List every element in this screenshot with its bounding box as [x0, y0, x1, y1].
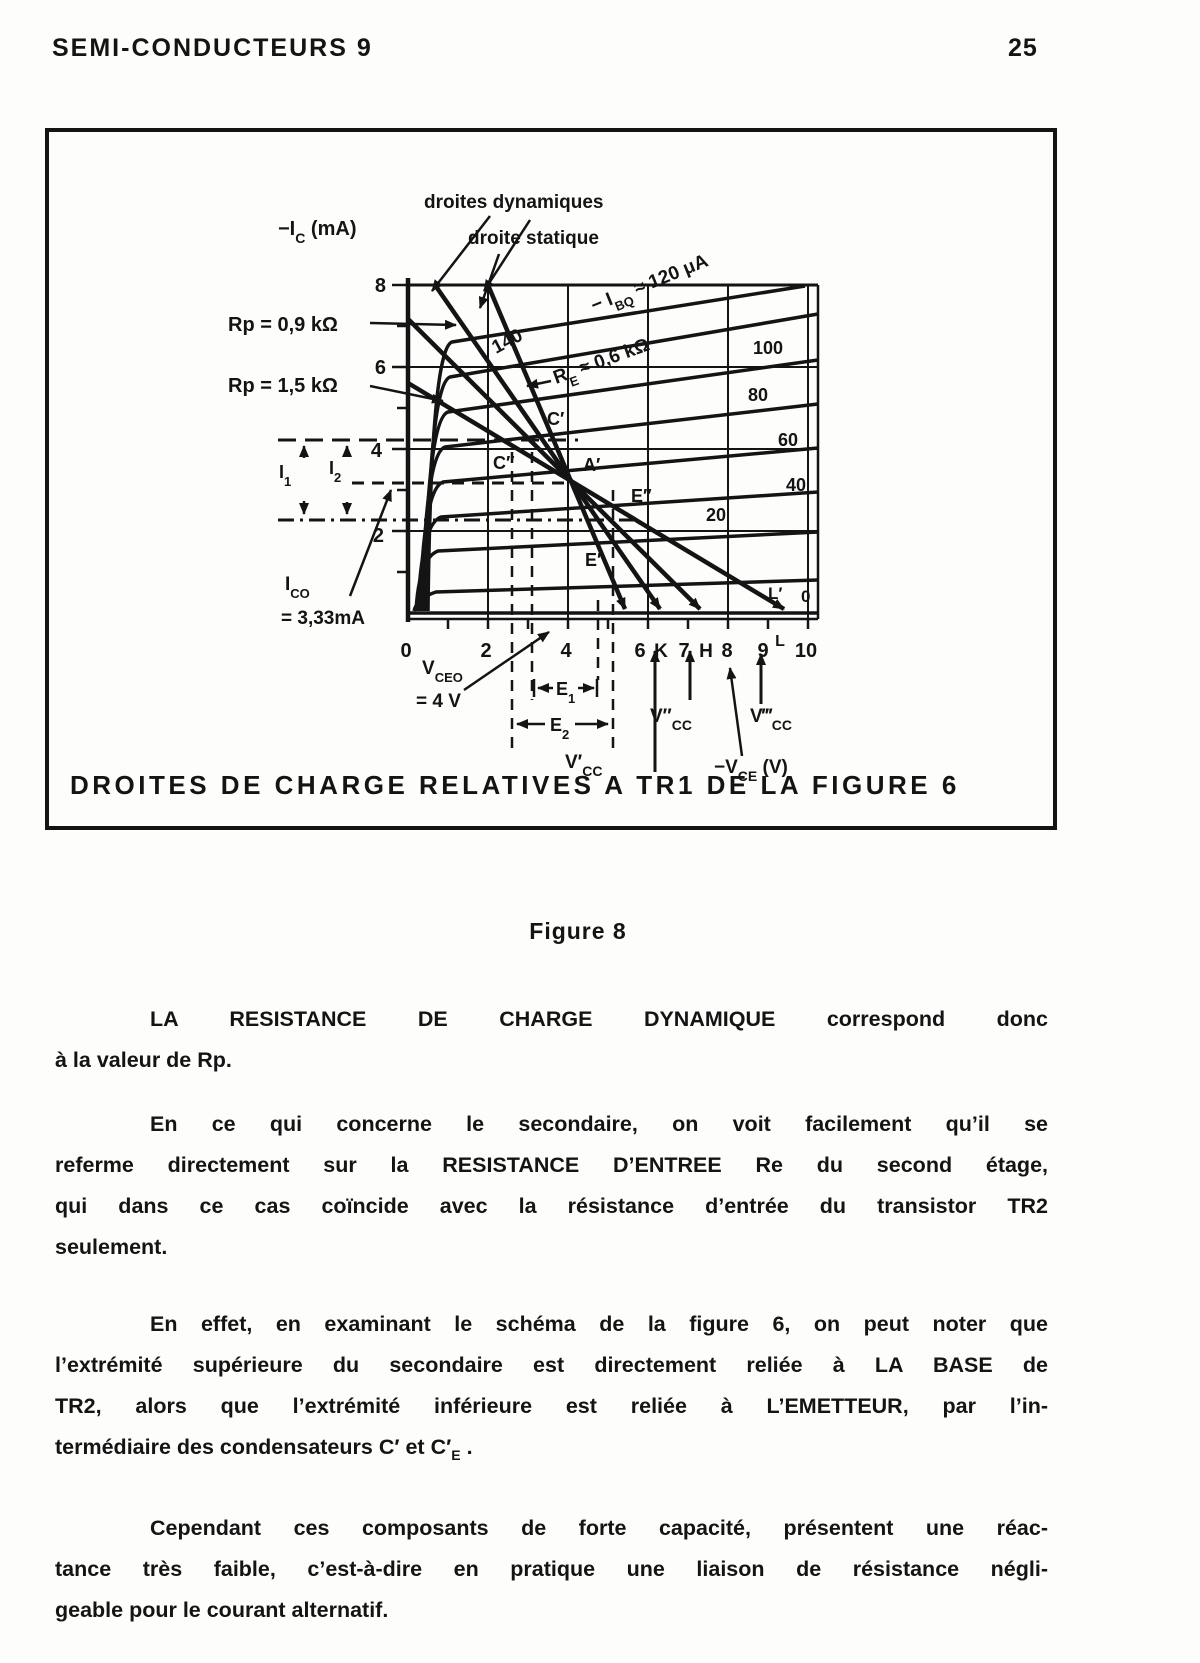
- line-type-callouts: droites dynamiques droite statique: [424, 192, 604, 309]
- text-line: l’extrémité supérieure du secondaire est…: [55, 1353, 1048, 1377]
- svg-text:C″: C″: [493, 453, 515, 473]
- svg-text:40: 40: [786, 475, 806, 495]
- paragraph-3: En effet, en examinant le schéma de la f…: [55, 1304, 1048, 1476]
- svg-text:2: 2: [373, 525, 384, 547]
- vcc3-label: V‴CC: [750, 706, 792, 733]
- svg-text:60: 60: [778, 430, 798, 450]
- ico-value: = 3,33mA: [281, 608, 365, 629]
- svg-text:0: 0: [400, 640, 411, 662]
- e1-label: E1: [556, 679, 575, 706]
- svg-text:0: 0: [801, 587, 810, 606]
- e1-bracket: [532, 679, 599, 697]
- ico-callout: ICO = 3,33mA: [281, 489, 393, 629]
- load-lines: [406, 283, 786, 611]
- text-line: geable pour le courant alternatif.: [55, 1598, 389, 1622]
- page-header-title: SEMI-CONDUCTEURS 9: [52, 34, 373, 62]
- svg-text:80: 80: [748, 385, 768, 405]
- i1-label: I1: [279, 462, 291, 489]
- figure-number: Figure 8: [529, 918, 627, 944]
- figure-8-box: [45, 128, 1057, 830]
- current-swing-arrows: [299, 445, 352, 515]
- text-line: tance très faible, c’est-à-dire en prati…: [55, 1557, 1048, 1581]
- svg-text:L′: L′: [768, 584, 782, 603]
- svg-text:6: 6: [634, 640, 645, 662]
- paragraph-2: En ce qui concerne le secondaire, on voi…: [55, 1104, 1048, 1268]
- svg-text:6: 6: [375, 357, 386, 379]
- vceo-value: = 4 V: [416, 691, 461, 712]
- ib-value-labels: 100 80 60 40 20 0: [706, 338, 810, 606]
- svg-text:E″: E″: [631, 486, 652, 506]
- svg-text:7: 7: [678, 640, 689, 662]
- svg-text:L: L: [775, 633, 785, 650]
- svg-text:4: 4: [371, 440, 383, 462]
- point-labels: C′ C″ A′ E″ E′ L′: [493, 409, 782, 603]
- text-line: referme directement sur la RESISTANCE D’…: [55, 1153, 1048, 1177]
- i2-label: I2: [329, 458, 341, 485]
- vceo-label: VCEO: [422, 658, 463, 685]
- e2-label: E2: [550, 715, 569, 742]
- paragraph-1: LA RESISTANCE DE CHARGE DYNAMIQUE corres…: [55, 999, 1048, 1081]
- svg-text:4: 4: [560, 640, 572, 662]
- svg-text:E′: E′: [585, 550, 601, 570]
- vce-axis-label: −VCE (V): [714, 757, 788, 784]
- vcc2-label: V″CC: [650, 706, 692, 733]
- vceo-callout: VCEO = 4 V: [416, 630, 550, 712]
- svg-text:10: 10: [795, 640, 817, 662]
- svg-text:A′: A′: [583, 455, 600, 475]
- x-tick-labels: 0 2 4 6 K 7 H 8 9 L 10: [400, 633, 817, 662]
- ic-axis-label: −IC (mA): [278, 218, 356, 246]
- subscript-e: E: [451, 1447, 461, 1463]
- text-line: seulement.: [55, 1235, 168, 1259]
- svg-text:2: 2: [480, 640, 491, 662]
- text-line: Cependant ces composants de forte capaci…: [150, 1516, 1048, 1540]
- svg-text:100: 100: [753, 338, 783, 358]
- rp-callouts: Rp = 0,9 kΩ Rp = 1,5 kΩ: [228, 314, 457, 404]
- text-line: En ce qui concerne le secondaire, on voi…: [150, 1112, 1048, 1136]
- text-line: En effet, en examinant le schéma de la f…: [150, 1312, 1048, 1336]
- svg-text:C′: C′: [547, 409, 564, 429]
- rp09-label: Rp = 0,9 kΩ: [228, 314, 338, 336]
- text-line: LA RESISTANCE DE CHARGE DYNAMIQUE corres…: [150, 1007, 1048, 1031]
- svg-text:8: 8: [375, 275, 386, 297]
- page-number: 25: [1008, 34, 1038, 62]
- dynamic-lines-label: droites dynamiques: [424, 192, 604, 213]
- figure-box-caption: DROITES DE CHARGE RELATIVES A TR1 DE LA …: [70, 770, 960, 800]
- static-line-label: droite statique: [468, 228, 599, 249]
- svg-text:20: 20: [706, 505, 726, 525]
- svg-text:8: 8: [721, 640, 732, 662]
- rp15-label: Rp = 1,5 kΩ: [228, 375, 338, 397]
- vcc1-label: V′CC: [565, 752, 602, 779]
- body-text: LA RESISTANCE DE CHARGE DYNAMIQUE corres…: [55, 999, 1048, 1631]
- svg-text:H: H: [699, 641, 713, 662]
- text-line: qui dans ce cas coïncide avec la résista…: [55, 1194, 1048, 1218]
- svg-text:9: 9: [757, 640, 768, 662]
- chart-grid: [408, 285, 818, 619]
- paragraph-4: Cependant ces composants de forte capaci…: [55, 1508, 1048, 1631]
- text-line: TR2, alors que l’extrémité inférieure es…: [55, 1394, 1048, 1418]
- load-line-chart: I1 I2 Rp = 0,9 kΩ Rp = 1,5 kΩ ICO = 3,33…: [228, 192, 820, 784]
- text-line: à la valeur de Rp.: [55, 1048, 232, 1072]
- ico-label: ICO: [285, 574, 310, 601]
- y-tick-labels: 8 6 4 2: [371, 275, 386, 547]
- vcc-callouts: V′CC V″CC V‴CC −VCE (V): [565, 650, 792, 784]
- construction-dashes: [278, 438, 640, 756]
- text-line: termédiaire des condensateurs C′ et C′E …: [55, 1435, 473, 1463]
